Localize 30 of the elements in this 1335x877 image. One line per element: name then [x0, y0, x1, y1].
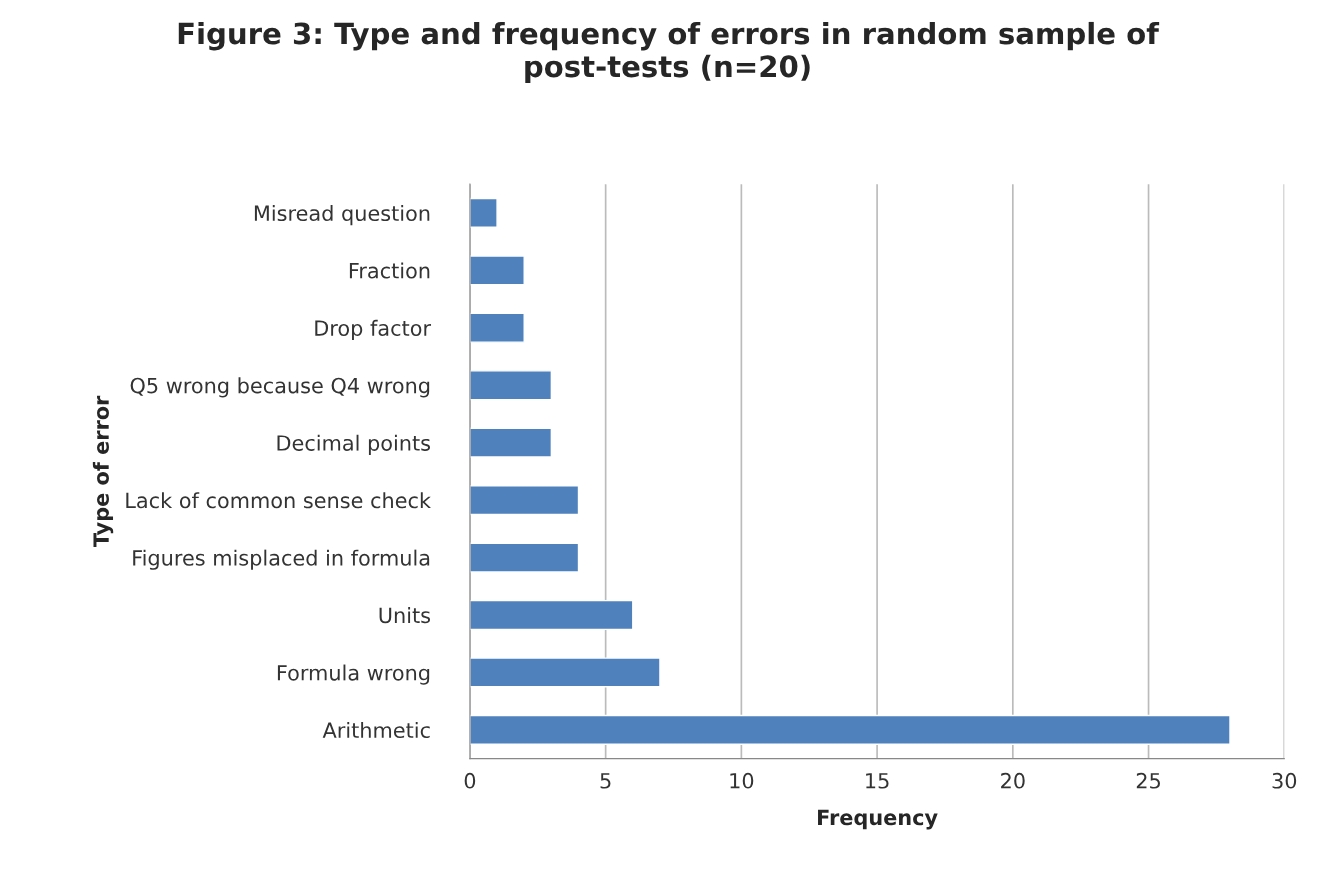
chart-title: Figure 3: Type and frequency of errors in random sample of post-tests (n=20) — [178, 21, 1160, 84]
x-tick-label: 20 — [1001, 772, 1025, 789]
bar — [469, 312, 525, 343]
bar — [469, 255, 525, 286]
bar — [469, 485, 580, 516]
y-tick-label: Misread question — [254, 204, 430, 226]
x-tick-label: 10 — [730, 772, 754, 789]
x-axis-title: Frequency — [818, 809, 938, 830]
x-tick-label: 25 — [1136, 772, 1160, 789]
bar — [469, 197, 498, 228]
bar — [469, 714, 1231, 745]
x-tick-label: 30 — [1272, 772, 1297, 789]
y-tick-label: Figures misplaced in formula — [133, 549, 430, 570]
bar — [469, 370, 553, 401]
y-tick-label: Formula wrong — [277, 664, 430, 685]
y-tick-label: Q5 wrong because Q4 wrong — [130, 377, 430, 398]
y-tick-label: Decimal points — [277, 434, 431, 455]
y-tick-label: Units — [379, 607, 431, 624]
x-tick-label: 0 — [464, 772, 476, 789]
x-tick-label: 15 — [866, 773, 889, 789]
x-tick-label: 5 — [600, 773, 611, 789]
y-tick-label: Arithmetic — [322, 721, 430, 739]
bar — [469, 657, 661, 688]
bar — [469, 427, 553, 458]
y-axis-title: Type of error — [92, 395, 114, 548]
y-tick-label: Fraction — [349, 262, 430, 279]
bar — [469, 599, 634, 631]
bar — [469, 542, 580, 573]
y-tick-label: Lack of common sense check — [126, 492, 431, 509]
y-tick-label: Drop factor — [315, 319, 432, 341]
